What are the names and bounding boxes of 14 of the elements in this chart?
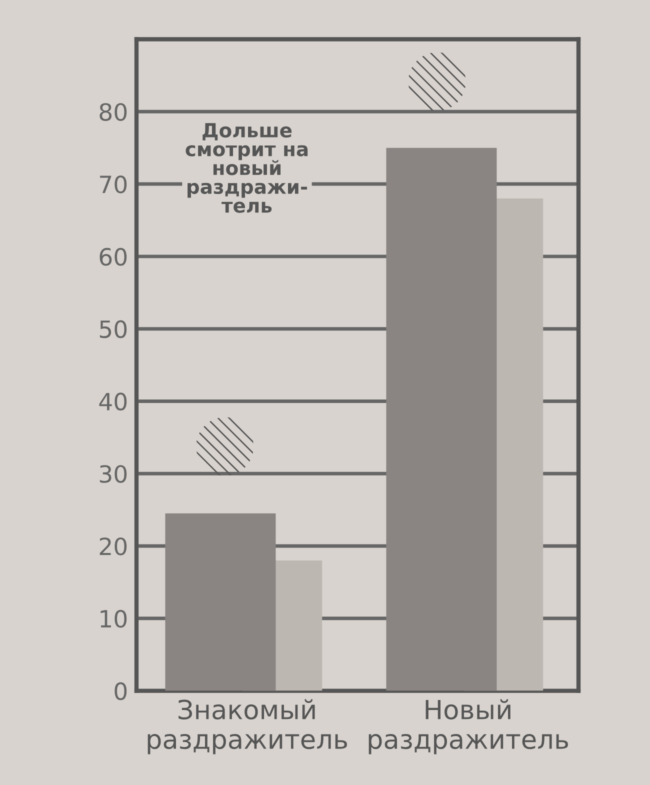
y-tick-label: 40 xyxy=(99,392,127,411)
annotation: Дольше смотрит на новый раздражи- тель xyxy=(186,123,308,213)
x-tick-label: Новый раздражитель xyxy=(368,699,568,754)
bar xyxy=(165,513,276,691)
y-tick-label: 80 xyxy=(100,103,127,121)
y-tick-label: 10 xyxy=(100,610,127,628)
x-tick-label: Знакомый раздражитель xyxy=(148,699,347,754)
y-tick-label: 20 xyxy=(100,537,127,556)
y-tick-label: 70 xyxy=(100,175,127,194)
bar xyxy=(386,148,497,691)
y-tick-label: 50 xyxy=(100,320,127,338)
y-tick-label: 0 xyxy=(114,682,127,700)
y-tick-label: 30 xyxy=(100,465,127,483)
y-tick-label: 60 xyxy=(100,248,127,266)
